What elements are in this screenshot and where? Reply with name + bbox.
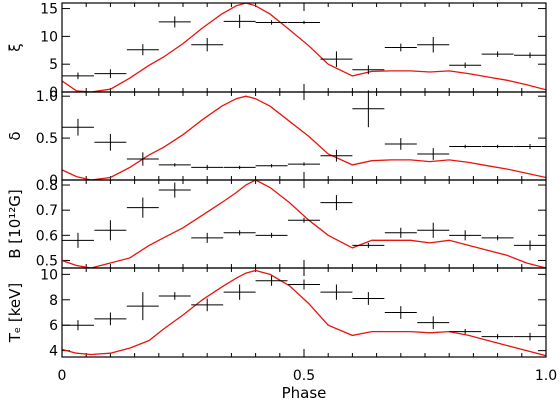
- data-point: [158, 182, 191, 198]
- data-point: [481, 334, 514, 340]
- y-tick-label: 5: [49, 57, 58, 73]
- model-curve: [62, 3, 546, 92]
- x-tick-label-1: 0.5: [293, 368, 315, 384]
- data-point: [191, 38, 224, 52]
- y-axis-label: ξ: [6, 43, 24, 51]
- panel-0: 0 5 10 15 ξ: [6, 2, 547, 101]
- panel-1: 0 0.5 1.0 δ: [6, 89, 547, 189]
- data-point: [255, 164, 288, 168]
- y-tick-label: 0.6: [36, 228, 58, 244]
- model-curve: [62, 95, 546, 180]
- y-tick-label: 10: [40, 29, 58, 45]
- data-point: [514, 332, 546, 341]
- data-point: [126, 292, 159, 321]
- data-point: [126, 152, 159, 166]
- data-point: [417, 222, 450, 238]
- panel-3: 4 6 8 10 Tₑ [keV]: [6, 267, 547, 360]
- y-axis-label: B [10¹²G]: [6, 189, 24, 259]
- data-point: [94, 312, 127, 326]
- y-tick-label: 6: [49, 318, 58, 334]
- data-point: [126, 197, 159, 218]
- panel-frame: [61, 91, 547, 181]
- data-point: [514, 52, 546, 59]
- data-point: [384, 306, 417, 319]
- panel-frame: [61, 267, 547, 358]
- chart-panels: 0 5 10 15 ξ 0 0.5 1.0 δ 0.5 0.6 0.7 0.8 B [10¹²G] 4 6 8 1…: [6, 2, 547, 360]
- y-tick-label: 0.8: [36, 178, 58, 194]
- data-point: [255, 20, 288, 25]
- data-point: [449, 144, 482, 149]
- data-point: [384, 227, 417, 238]
- y-tick-label: 0.5: [36, 131, 58, 147]
- data-point: [449, 62, 482, 69]
- data-point: [223, 165, 256, 170]
- data-point: [288, 279, 320, 290]
- data-point: [223, 284, 256, 300]
- data-point: [255, 232, 288, 238]
- y-tick-label: 0: [49, 85, 58, 101]
- data-point: [352, 90, 385, 128]
- model-curve: [62, 269, 546, 357]
- data-point: [449, 230, 482, 241]
- data-point: [384, 43, 417, 52]
- data-point: [514, 240, 546, 251]
- x-axis-label: Phase: [282, 384, 327, 402]
- data-point: [191, 164, 224, 170]
- data-point: [417, 316, 450, 330]
- y-tick-label: 8: [49, 293, 58, 309]
- y-tick-label: 10: [40, 267, 58, 283]
- data-point: [62, 72, 94, 80]
- data-point: [320, 195, 353, 211]
- data-point: [126, 44, 159, 56]
- y-tick-label: 0.7: [36, 203, 58, 219]
- data-point: [255, 275, 288, 286]
- data-point: [320, 51, 353, 67]
- data-point: [481, 235, 514, 241]
- y-axis-label: δ: [6, 131, 24, 140]
- data-point: [62, 118, 94, 136]
- data-point: [449, 329, 482, 335]
- data-point: [320, 284, 353, 300]
- data-point: [481, 51, 514, 57]
- data-point: [288, 20, 320, 25]
- data-point: [94, 69, 127, 79]
- data-point: [94, 133, 127, 151]
- data-point: [158, 16, 191, 28]
- data-point: [223, 14, 256, 29]
- y-tick-label: 4: [49, 344, 58, 360]
- data-point: [62, 232, 94, 248]
- data-point: [352, 65, 385, 75]
- y-tick-label: 0: [49, 173, 58, 189]
- data-point: [352, 292, 385, 305]
- panel-2: 0.5 0.6 0.7 0.8 B [10¹²G]: [6, 178, 547, 269]
- data-point: [191, 298, 224, 312]
- data-point: [320, 149, 353, 162]
- data-point: [158, 163, 191, 167]
- y-tick-label: 15: [40, 2, 58, 18]
- data-point: [417, 148, 450, 160]
- data-point: [223, 230, 256, 236]
- data-point: [384, 138, 417, 150]
- data-point: [62, 320, 94, 331]
- model-curve: [62, 180, 546, 268]
- data-point: [94, 220, 127, 241]
- x-tick-label-2: 1.0: [535, 368, 557, 384]
- y-axis-label: Tₑ [keV]: [6, 283, 24, 344]
- data-point: [288, 162, 320, 166]
- x-tick-label-0: 0: [58, 368, 67, 384]
- data-point: [481, 144, 514, 149]
- y-tick-label: 1.0: [36, 89, 58, 105]
- x-axis: 0 0.5 1.0 Phase: [58, 368, 558, 402]
- data-point: [352, 242, 385, 248]
- y-tick-label: 0.5: [36, 253, 58, 269]
- data-point: [288, 217, 320, 223]
- data-point: [417, 36, 450, 53]
- data-point: [191, 232, 224, 243]
- data-point: [514, 143, 546, 149]
- panel-frame: [61, 2, 547, 93]
- data-point: [158, 292, 191, 300]
